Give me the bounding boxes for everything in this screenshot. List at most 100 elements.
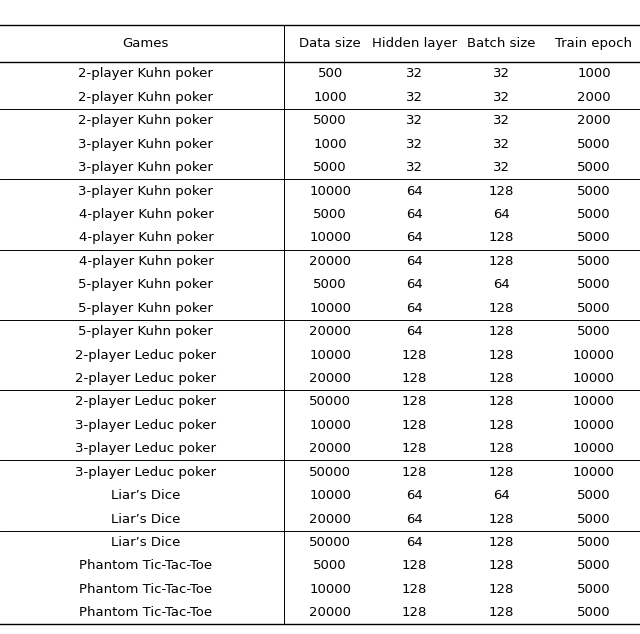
Text: 10000: 10000: [573, 466, 615, 479]
Text: 32: 32: [493, 91, 509, 104]
Text: 10000: 10000: [573, 419, 615, 432]
Text: 5000: 5000: [577, 278, 611, 291]
Text: 20000: 20000: [309, 255, 351, 268]
Text: 5000: 5000: [577, 325, 611, 338]
Text: Train epoch: Train epoch: [556, 37, 632, 50]
Text: 10000: 10000: [573, 396, 615, 408]
Text: 10000: 10000: [573, 372, 615, 385]
Text: 128: 128: [488, 606, 514, 619]
Text: 4-player Kuhn poker: 4-player Kuhn poker: [79, 208, 213, 221]
Text: 32: 32: [406, 91, 423, 104]
Text: 5000: 5000: [314, 208, 347, 221]
Text: 20000: 20000: [309, 606, 351, 619]
Text: 3-player Leduc poker: 3-player Leduc poker: [76, 466, 216, 479]
Text: 5000: 5000: [577, 583, 611, 596]
Text: 1000: 1000: [314, 138, 347, 151]
Text: 2-player Leduc poker: 2-player Leduc poker: [76, 396, 216, 408]
Text: 10000: 10000: [309, 184, 351, 198]
Text: 64: 64: [493, 489, 509, 502]
Text: 5-player Kuhn poker: 5-player Kuhn poker: [79, 302, 213, 314]
Text: 10000: 10000: [309, 419, 351, 432]
Text: 3-player Leduc poker: 3-player Leduc poker: [76, 443, 216, 455]
Text: Data size: Data size: [300, 37, 361, 50]
Text: 128: 128: [488, 302, 514, 314]
Text: 64: 64: [406, 255, 423, 268]
Text: 2-player Leduc poker: 2-player Leduc poker: [76, 349, 216, 361]
Text: 64: 64: [406, 536, 423, 549]
Text: 32: 32: [406, 67, 423, 81]
Text: 32: 32: [493, 138, 509, 151]
Text: 5000: 5000: [577, 512, 611, 526]
Text: 5000: 5000: [577, 208, 611, 221]
Text: 128: 128: [488, 349, 514, 361]
Text: Hidden layer: Hidden layer: [372, 37, 458, 50]
Text: 2-player Kuhn poker: 2-player Kuhn poker: [79, 91, 213, 104]
Text: 32: 32: [493, 161, 509, 174]
Text: Batch size: Batch size: [467, 37, 536, 50]
Text: 3-player Kuhn poker: 3-player Kuhn poker: [79, 161, 213, 174]
Text: 10000: 10000: [573, 443, 615, 455]
Text: 3-player Kuhn poker: 3-player Kuhn poker: [79, 184, 213, 198]
Text: 128: 128: [488, 559, 514, 573]
Text: 10000: 10000: [573, 349, 615, 361]
Text: 128: 128: [488, 536, 514, 549]
Text: 64: 64: [406, 208, 423, 221]
Text: 5000: 5000: [577, 138, 611, 151]
Text: 5000: 5000: [577, 161, 611, 174]
Text: 5-player Kuhn poker: 5-player Kuhn poker: [79, 278, 213, 291]
Text: 50000: 50000: [309, 536, 351, 549]
Text: 128: 128: [488, 419, 514, 432]
Text: 50000: 50000: [309, 396, 351, 408]
Text: 64: 64: [406, 302, 423, 314]
Text: 128: 128: [402, 396, 428, 408]
Text: 10000: 10000: [309, 231, 351, 244]
Text: 1000: 1000: [577, 67, 611, 81]
Text: 64: 64: [493, 278, 509, 291]
Text: 32: 32: [493, 67, 509, 81]
Text: 5000: 5000: [314, 559, 347, 573]
Text: 64: 64: [406, 489, 423, 502]
Text: Phantom Tic-Tac-Toe: Phantom Tic-Tac-Toe: [79, 559, 212, 573]
Text: 5000: 5000: [314, 114, 347, 127]
Text: 4-player Kuhn poker: 4-player Kuhn poker: [79, 231, 213, 244]
Text: Liar’s Dice: Liar’s Dice: [111, 536, 180, 549]
Text: 64: 64: [493, 208, 509, 221]
Text: Phantom Tic-Tac-Toe: Phantom Tic-Tac-Toe: [79, 583, 212, 596]
Text: 128: 128: [488, 184, 514, 198]
Text: 20000: 20000: [309, 325, 351, 338]
Text: Phantom Tic-Tac-Toe: Phantom Tic-Tac-Toe: [79, 606, 212, 619]
Text: 64: 64: [406, 512, 423, 526]
Text: 64: 64: [406, 184, 423, 198]
Text: 32: 32: [406, 161, 423, 174]
Text: 5000: 5000: [577, 184, 611, 198]
Text: 2-player Leduc poker: 2-player Leduc poker: [76, 372, 216, 385]
Text: 128: 128: [402, 466, 428, 479]
Text: 128: 128: [488, 372, 514, 385]
Text: 10000: 10000: [309, 302, 351, 314]
Text: 5000: 5000: [577, 231, 611, 244]
Text: 5000: 5000: [577, 606, 611, 619]
Text: 3-player Kuhn poker: 3-player Kuhn poker: [79, 138, 213, 151]
Text: 5000: 5000: [577, 559, 611, 573]
Text: 2000: 2000: [577, 91, 611, 104]
Text: 128: 128: [402, 443, 428, 455]
Text: 128: 128: [488, 231, 514, 244]
Text: 128: 128: [488, 255, 514, 268]
Text: 2000: 2000: [577, 114, 611, 127]
Text: 5000: 5000: [577, 302, 611, 314]
Text: 20000: 20000: [309, 372, 351, 385]
Text: 128: 128: [402, 583, 428, 596]
Text: 1000: 1000: [314, 91, 347, 104]
Text: 5000: 5000: [577, 255, 611, 268]
Text: 64: 64: [406, 231, 423, 244]
Text: 64: 64: [406, 278, 423, 291]
Text: 128: 128: [488, 443, 514, 455]
Text: 32: 32: [493, 114, 509, 127]
Text: 4-player Kuhn poker: 4-player Kuhn poker: [79, 255, 213, 268]
Text: 128: 128: [488, 396, 514, 408]
Text: 32: 32: [406, 114, 423, 127]
Text: Games: Games: [123, 37, 169, 50]
Text: 10000: 10000: [309, 583, 351, 596]
Text: 2-player Kuhn poker: 2-player Kuhn poker: [79, 114, 213, 127]
Text: 10000: 10000: [309, 489, 351, 502]
